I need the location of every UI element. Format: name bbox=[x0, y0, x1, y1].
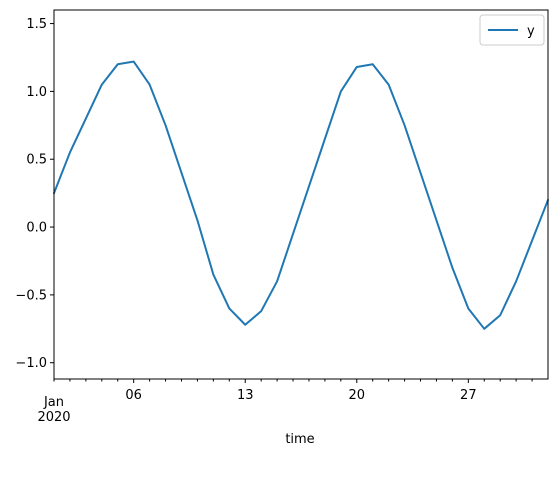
x-axis-title: time bbox=[285, 432, 314, 447]
y-tick-label: 0.5 bbox=[26, 153, 47, 168]
x-axis: 06 13 20 27 bbox=[53, 379, 533, 403]
y-tick-label: 1.0 bbox=[26, 85, 47, 100]
x-secondary-year-label: 2020 bbox=[37, 410, 70, 425]
plot-frame bbox=[53, 9, 549, 380]
plot-area bbox=[53, 60, 549, 330]
y-tick-label: −1.0 bbox=[15, 356, 47, 371]
x-tick-label: 20 bbox=[349, 388, 366, 403]
legend-label-y: y bbox=[527, 24, 535, 39]
series-line-y bbox=[53, 60, 549, 330]
legend: y bbox=[479, 14, 545, 46]
x-tick-label: 27 bbox=[460, 388, 477, 403]
y-tick-label: 1.5 bbox=[26, 17, 47, 32]
y-axis: −1.0 −0.5 0.0 0.5 1.0 1.5 bbox=[15, 17, 54, 371]
y-tick-label: 0.0 bbox=[26, 221, 47, 236]
y-tick-label: −0.5 bbox=[15, 288, 47, 303]
x-secondary-month-label: Jan bbox=[43, 395, 64, 410]
x-tick-label: 13 bbox=[237, 388, 254, 403]
x-tick-label: 06 bbox=[125, 388, 142, 403]
